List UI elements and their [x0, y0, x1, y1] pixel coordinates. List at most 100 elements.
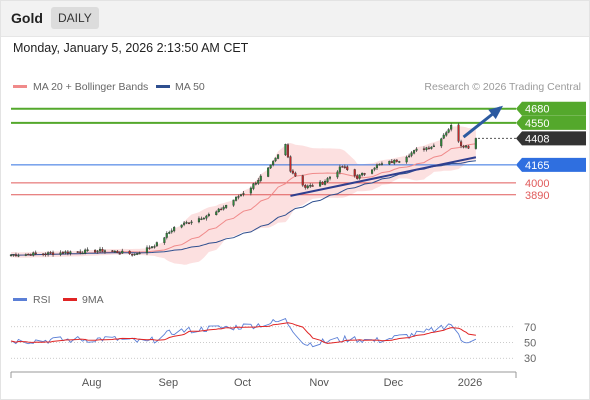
legend-swatch-ma50: [156, 85, 170, 88]
candle-body: [207, 214, 210, 216]
candle-body: [173, 226, 176, 232]
candle-body: [200, 218, 203, 221]
candle-body: [187, 222, 191, 225]
candle-body: [311, 185, 314, 187]
candle-body: [29, 254, 32, 256]
legend-label-bollinger: MA 20 + Bollinger Bands: [33, 81, 148, 93]
candle-body: [319, 181, 322, 187]
x-tick-Aug: Aug: [82, 377, 102, 389]
level-label-4680: 4680: [525, 104, 549, 116]
candle-body: [274, 157, 277, 162]
rsi-tick-50: 50: [524, 338, 536, 350]
candle-body: [301, 175, 304, 186]
timeframe-badge[interactable]: DAILY: [51, 7, 99, 29]
candle-body: [155, 242, 158, 247]
candle-body: [380, 163, 384, 165]
candle-body: [76, 251, 79, 253]
candle-body: [153, 246, 156, 248]
candle-body: [86, 249, 89, 251]
candle-body: [133, 253, 136, 256]
candle-body: [215, 211, 218, 216]
candle-body: [17, 255, 20, 257]
candle-body: [163, 237, 166, 243]
candle-body: [234, 196, 238, 201]
candle-body: [220, 208, 223, 211]
candle-body: [205, 215, 208, 219]
level-label-4165: 4165: [525, 160, 549, 172]
candle-body: [445, 132, 448, 136]
candle-body: [225, 204, 228, 208]
candle-body: [217, 208, 220, 212]
candle-body: [356, 175, 359, 179]
candle-body: [324, 180, 327, 185]
legend-label-rsi: RSI: [33, 294, 51, 306]
x-tick-Nov: Nov: [309, 377, 329, 389]
candle-body: [116, 250, 119, 253]
candle-body: [9, 254, 13, 257]
candle-body: [237, 196, 240, 198]
datetime-label: Monday, January 5, 2026 2:13:50 AM CET: [13, 41, 249, 55]
candle-body: [79, 251, 82, 253]
candle-body: [185, 222, 188, 224]
candle-body: [422, 148, 426, 150]
candle-body: [343, 166, 346, 168]
candle-body: [222, 206, 225, 210]
candle-body: [27, 253, 30, 256]
candle-body: [242, 193, 245, 195]
candle-body: [138, 252, 141, 255]
rsi-tick-70: 70: [524, 322, 536, 334]
x-tick-Sep: Sep: [159, 377, 179, 389]
candle-body: [131, 254, 134, 256]
candle-body: [395, 159, 398, 162]
candle-body: [388, 160, 391, 165]
candle-body: [93, 249, 97, 253]
target-arrow-head: [488, 105, 503, 120]
candle-body: [249, 187, 252, 194]
candle-body: [121, 250, 124, 254]
support-trendline: [290, 156, 477, 197]
candle-body: [346, 166, 349, 170]
candle-body: [398, 161, 401, 163]
candle-body: [47, 252, 50, 255]
candle-body: [410, 152, 413, 156]
candle-body: [371, 169, 374, 174]
candle-body: [165, 232, 168, 238]
candle-body: [170, 230, 173, 233]
candle-body: [405, 156, 408, 163]
candle-body: [440, 138, 443, 147]
candle-body: [202, 217, 205, 220]
candle-body: [289, 156, 292, 172]
candle-body: [49, 251, 52, 254]
level-label-3890: 3890: [525, 190, 549, 202]
candle-body: [361, 172, 364, 176]
candle-body: [98, 248, 102, 252]
x-tick-Dec: Dec: [384, 377, 404, 389]
x-tick-2026: 2026: [458, 377, 482, 389]
candle-body: [358, 174, 361, 179]
candle-body: [269, 164, 272, 169]
candle-body: [257, 179, 260, 184]
candle-body: [326, 178, 329, 182]
instrument-title: Gold: [11, 10, 43, 26]
candle-body: [150, 246, 154, 249]
candle-body: [432, 145, 435, 148]
candle-body: [232, 199, 235, 206]
candle-body: [96, 250, 99, 253]
candle-body: [390, 161, 393, 163]
candle-body: [447, 129, 450, 133]
candle-body: [286, 144, 290, 158]
candle-body: [32, 252, 35, 256]
candle-body: [14, 254, 18, 256]
candle-body: [24, 254, 27, 256]
legend-swatch-9ma: [63, 298, 77, 301]
candle-body: [113, 250, 116, 253]
candle-body: [460, 141, 463, 146]
level-label-4408: 4408: [525, 133, 549, 145]
credit-label: Research © 2026 Trading Central: [424, 81, 581, 93]
candle-body: [148, 247, 151, 249]
candle-body: [145, 247, 149, 254]
candle-body: [373, 167, 376, 170]
candle-body: [341, 166, 344, 168]
candle-body: [462, 145, 465, 148]
